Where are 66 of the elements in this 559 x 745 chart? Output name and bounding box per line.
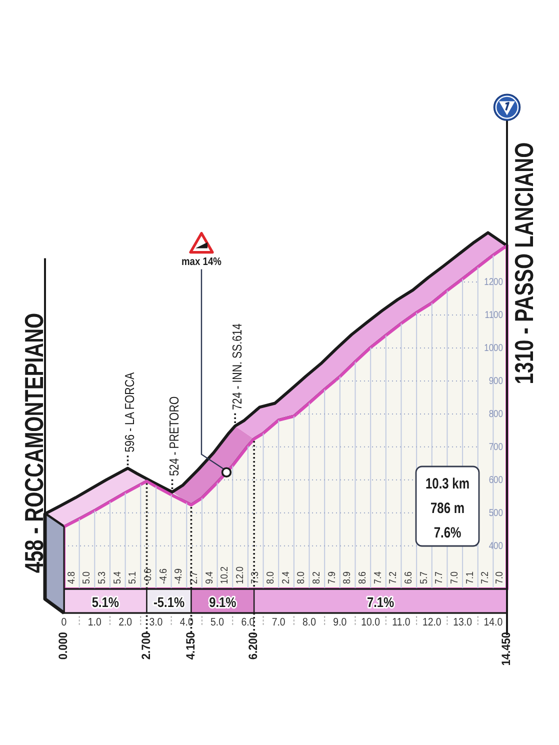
x-tick-label: 2.0 [118, 617, 132, 629]
annotation: 1310 - PASSO LANCIANO [509, 142, 539, 384]
ref-line-label: 596 - LA FORCA [122, 372, 138, 452]
x-tick-label: 4.0 [180, 617, 194, 629]
annotation: 10.2 [219, 566, 231, 584]
y-tick-label: 1100 [484, 310, 503, 320]
y-tick-label: 800 [488, 408, 503, 420]
x-tick-label: 3.0 [149, 617, 163, 629]
annotation: 10.3 km 786 m 7.6% [425, 475, 470, 541]
y-tick-label: 700 [488, 442, 503, 452]
annotation: 8.0 [265, 571, 277, 584]
x-tick-label: 8.0 [302, 617, 316, 629]
y-tick-label: 500 [488, 508, 503, 518]
x2-tick-label: 0.000 [58, 632, 70, 660]
ref-line-label: 524 - PRETORO [166, 396, 182, 476]
annotation: 7.0 [449, 571, 461, 584]
annotation: 6.6 [403, 571, 415, 584]
y-tick-label: 600 [488, 474, 503, 486]
annotation: -4.6 [158, 568, 170, 584]
annotation: 8.6 [357, 571, 369, 584]
y-tick-label: 900 [488, 376, 503, 386]
x-tick-label: 9.0 [333, 617, 347, 629]
y-tick-label: 1200 [484, 276, 503, 288]
annotation: -4.9 [173, 568, 185, 584]
annotation: 5.3 [96, 571, 108, 584]
x2-tick-label: 6.200 [248, 632, 260, 660]
annotation: 8.9 [342, 571, 354, 584]
x2-tick-label: 14.450 [500, 632, 514, 666]
annotation: 5.0 [81, 571, 93, 584]
annotation: 8.2 [311, 571, 323, 584]
x-tick-label: 10.0 [361, 617, 380, 629]
x-tick-label: 12.0 [422, 617, 442, 629]
annotation: 5.7 [418, 571, 430, 584]
y-tick-label: 400 [488, 540, 503, 552]
annotation: 7.0 [494, 571, 506, 584]
band-label: -5.1% [153, 594, 185, 610]
annotation: 5.4 [112, 571, 124, 584]
x-tick-label: 13.0 [453, 617, 472, 629]
annotation: 4.8 [66, 571, 78, 584]
annotation: 9.4 [204, 571, 216, 584]
x-tick-label: 5.0 [210, 617, 224, 629]
x-tick-label: 6.0 [241, 617, 255, 629]
x2-tick-label: 4.150 [184, 632, 198, 660]
band-label: 9.1% [209, 594, 237, 610]
annotation: 7.2 [388, 571, 400, 584]
annotation: 2.4 [280, 571, 292, 584]
annotation: 7.9 [326, 571, 338, 584]
annotation: 8.0 [296, 571, 308, 584]
annotation: 7.2 [480, 571, 492, 584]
x-tick-label: 0 [61, 617, 67, 629]
band-label: 5.1% [92, 594, 120, 610]
x-tick-label: 11.0 [392, 617, 411, 629]
annotation: 7.7 [434, 571, 446, 584]
annotation: 12.0 [234, 566, 246, 584]
ref-line-label: 724 - INN. SS.614 [229, 323, 245, 410]
annotation: 7.1 [464, 571, 476, 584]
band-label: 7.1% [366, 594, 394, 610]
x-tick-label: 14.0 [484, 617, 503, 629]
annotation: 7.4 [372, 571, 384, 584]
annotation: max 14% [182, 256, 222, 268]
y-tick-label: 1000 [484, 342, 503, 354]
x-tick-label: 7.0 [272, 617, 286, 629]
annotation: 5.1 [127, 571, 139, 584]
x-tick-label: 1.0 [88, 617, 102, 629]
x2-tick-label: 2.700 [140, 632, 154, 660]
annotation: 458 - ROCCAMONTEPIANO [19, 312, 49, 573]
